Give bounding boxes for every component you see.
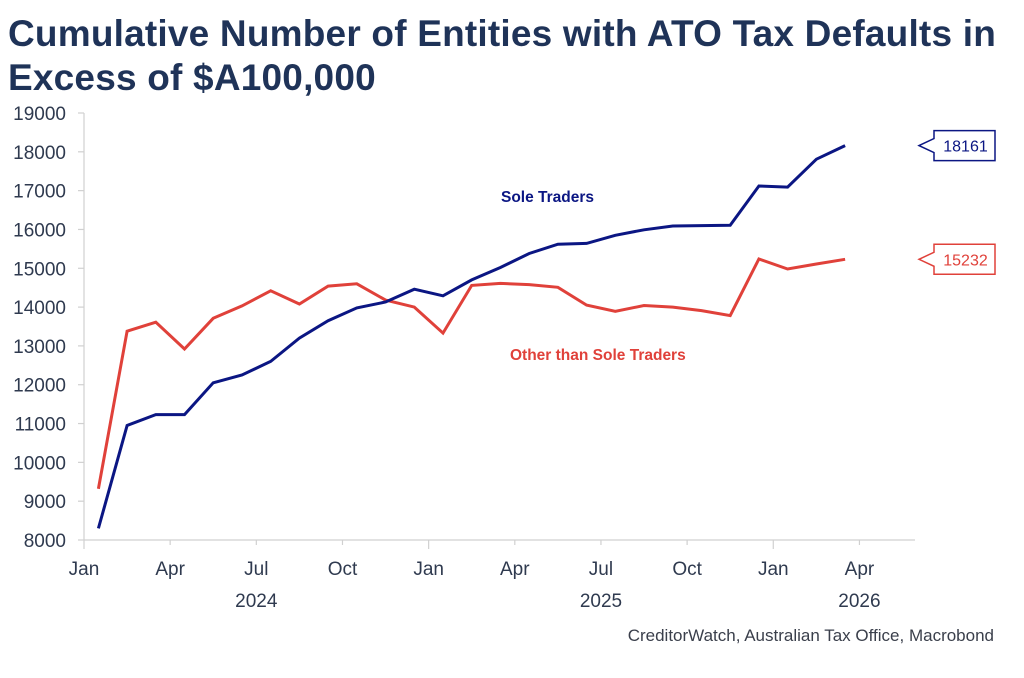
end-label-box-other-than-sole-traders — [917, 243, 996, 276]
chart-title: Cumulative Number of Entities with ATO T… — [8, 13, 996, 98]
end-value-labels: 18161 15232 — [917, 129, 996, 276]
series-line-sole-traders — [96, 144, 846, 529]
x-tick-label: Apr — [845, 559, 875, 580]
y-tick-label: 11000 — [15, 415, 66, 436]
y-tick-label: 14000 — [13, 298, 66, 319]
x-tick-label: Jul — [589, 559, 613, 580]
x-axis: Jan Apr Jul Oct Jan Apr Jul Oct Jan Apr 2024 2025 20… — [69, 539, 915, 612]
y-tick-label: 17000 — [13, 182, 66, 203]
y-tick-label: 10000 — [13, 453, 66, 474]
y-axis: 8000 9000 10000 11000 12000 13000 14000 15000 16… — [13, 104, 85, 552]
end-label-value-sole-traders: 18161 — [943, 139, 988, 156]
y-tick-label: 19000 — [13, 104, 66, 125]
y-tick-label: 16000 — [13, 220, 66, 241]
source-note: CreditorWatch, Australian Tax Office, Ma… — [627, 626, 994, 645]
series-lines — [96, 144, 846, 529]
x-tick-label: Jan — [758, 559, 789, 580]
y-tick-label: 9000 — [24, 492, 66, 513]
series-label-other-than-sole-traders: Other than Sole Traders — [510, 347, 686, 364]
x-tick-label: Oct — [328, 559, 358, 580]
x-year-label: 2025 — [580, 591, 622, 612]
y-tick-label: 13000 — [13, 337, 66, 358]
y-tick-label: 15000 — [13, 259, 66, 280]
x-tick-label: Jan — [69, 559, 100, 580]
x-tick-label: Jul — [244, 559, 268, 580]
end-label-box-sole-traders — [917, 129, 996, 162]
y-tick-label: 18000 — [13, 143, 66, 164]
x-tick-label: Oct — [672, 559, 702, 580]
y-tick-label: 8000 — [24, 531, 66, 552]
x-year-label: 2026 — [838, 591, 880, 612]
series-label-sole-traders: Sole Traders — [501, 189, 594, 206]
x-tick-label: Apr — [155, 559, 185, 580]
end-label-value-other-than-sole-traders: 15232 — [943, 252, 988, 269]
series-line-other-than-sole-traders — [96, 257, 846, 490]
y-tick-label: 12000 — [13, 376, 66, 397]
x-tick-label: Jan — [413, 559, 444, 580]
x-year-label: 2024 — [235, 591, 278, 612]
x-tick-label: Apr — [500, 559, 530, 580]
